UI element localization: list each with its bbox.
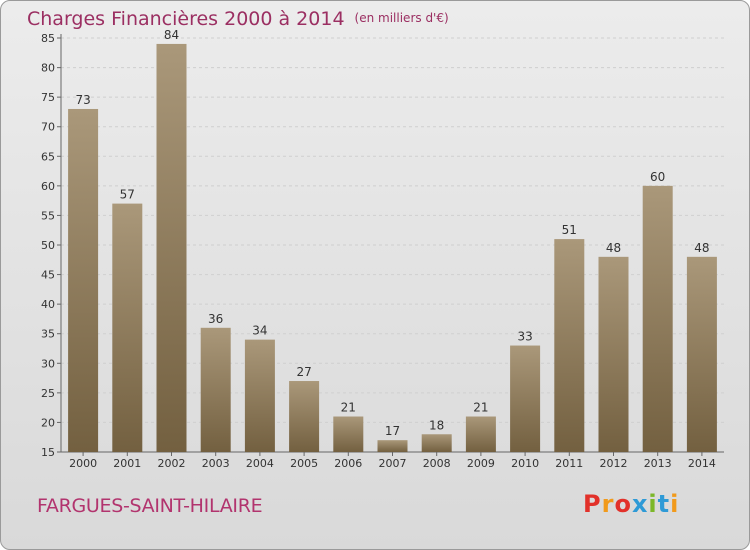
bar-value-label: 60 <box>650 170 665 184</box>
bar-value-label: 48 <box>694 241 709 255</box>
chart-title-text: Charges Financières 2000 à 2014 <box>27 8 345 30</box>
bar <box>554 239 585 452</box>
bar <box>200 327 231 452</box>
proxiti-logo[interactable]: Proxiti <box>583 490 679 518</box>
bar-value-label: 51 <box>562 223 577 237</box>
logo-letter: P <box>583 490 602 518</box>
y-tick-label: 15 <box>41 446 55 459</box>
bar <box>642 185 673 452</box>
place-name: FARGUES-SAINT-HILAIRE <box>37 495 263 517</box>
bar <box>244 339 275 452</box>
x-tick-label: 2003 <box>202 457 230 470</box>
y-tick-label: 40 <box>41 298 55 311</box>
bar-value-label: 57 <box>120 188 135 202</box>
bar-value-label: 21 <box>341 401 356 415</box>
logo-letter: i <box>670 490 680 518</box>
y-tick-label: 55 <box>41 209 55 222</box>
logo-letter: x <box>631 490 649 518</box>
bar <box>686 256 717 452</box>
bar-value-label: 21 <box>473 401 488 415</box>
logo-letter: i <box>648 490 658 518</box>
bar-value-label: 34 <box>252 324 267 338</box>
bar <box>156 43 187 453</box>
bar <box>112 203 143 452</box>
y-tick-label: 35 <box>41 328 55 341</box>
bar <box>465 416 496 452</box>
x-tick-label: 2007 <box>379 457 407 470</box>
chart-subtitle: (en milliers d'€) <box>354 11 449 25</box>
bar-value-label: 27 <box>296 365 311 379</box>
x-tick-label: 2001 <box>113 457 141 470</box>
bar <box>377 440 408 452</box>
logo-letter: r <box>601 490 615 518</box>
bar <box>510 345 541 452</box>
y-tick-label: 75 <box>41 91 55 104</box>
bar <box>68 108 99 452</box>
y-tick-label: 60 <box>41 180 55 193</box>
bar-value-label: 36 <box>208 312 223 326</box>
y-tick-label: 25 <box>41 387 55 400</box>
bar-value-label: 84 <box>164 28 179 42</box>
bars <box>68 43 717 453</box>
bar-value-label: 73 <box>75 93 90 107</box>
labels: 73 57 84 36 34 27 21 17 18 21 33 51 48 60 48 <box>75 28 709 438</box>
y-tick-label: 80 <box>41 62 55 75</box>
chart-title: Charges Financières 2000 à 2014 (en milli… <box>27 8 449 30</box>
y-tick-label: 30 <box>41 357 55 370</box>
x-tick-label: 2010 <box>511 457 539 470</box>
logo-letter: o <box>614 490 632 518</box>
x-tick-label: 2014 <box>688 457 716 470</box>
x-tick-label: 2002 <box>158 457 186 470</box>
y-tick-label: 50 <box>41 239 55 252</box>
y-tick-label: 45 <box>41 269 55 282</box>
x-tick-label: 2011 <box>555 457 583 470</box>
y-tick-label: 65 <box>41 150 55 163</box>
x-tick-label: 2013 <box>644 457 672 470</box>
x-tick-label: 2005 <box>290 457 318 470</box>
bar <box>289 381 320 452</box>
y-tick-label: 70 <box>41 121 55 134</box>
bar <box>421 434 452 452</box>
y-tick-label: 85 <box>41 32 55 45</box>
bar-value-label: 33 <box>517 330 532 344</box>
bar <box>598 256 629 452</box>
bar <box>333 416 364 452</box>
bar-value-label: 17 <box>385 424 400 438</box>
x-tick-label: 2012 <box>600 457 628 470</box>
x-tick-label: 2006 <box>334 457 362 470</box>
y-tick-label: 20 <box>41 416 55 429</box>
logo-letter: t <box>657 490 671 518</box>
x-tick-label: 2000 <box>69 457 97 470</box>
bar-value-label: 48 <box>606 241 621 255</box>
bar-value-label: 18 <box>429 418 444 432</box>
x-tick-label: 2004 <box>246 457 274 470</box>
x-tick-label: 2008 <box>423 457 451 470</box>
x-tick-label: 2009 <box>467 457 495 470</box>
